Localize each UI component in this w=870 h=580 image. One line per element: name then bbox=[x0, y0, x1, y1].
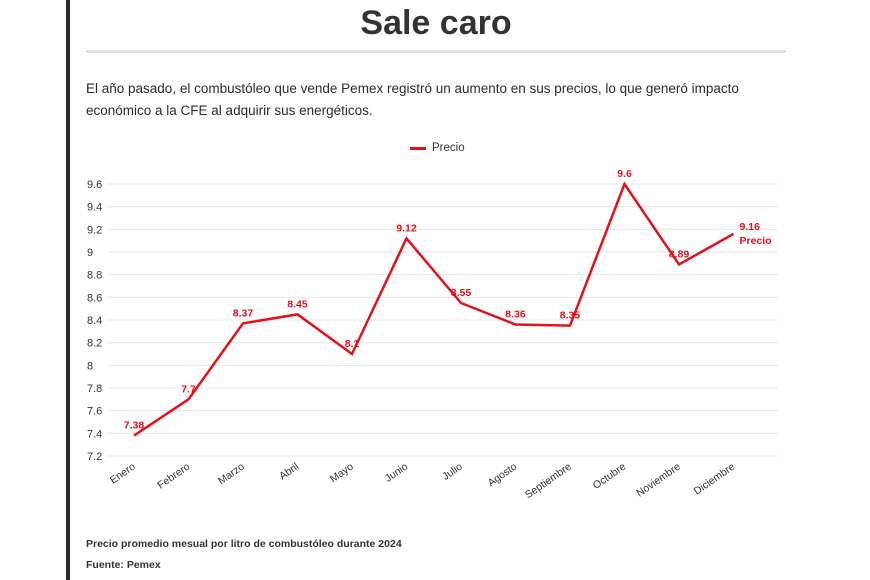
chart-source: Fuente: Pemex bbox=[86, 559, 161, 571]
data-label: 8.35 bbox=[560, 310, 581, 322]
x-tick-label: Diciembre bbox=[692, 461, 738, 498]
series-end-label: Precio bbox=[740, 235, 772, 247]
line-chart: 7.27.47.67.888.28.48.68.899.29.49.6 Ener… bbox=[87, 168, 778, 502]
chart-legend[interactable]: Precio bbox=[410, 142, 465, 154]
y-tick-label: 7.4 bbox=[87, 428, 102, 440]
intro-text: El año pasado, el combustóleo que vende … bbox=[86, 81, 739, 118]
x-tick-label: Abril bbox=[277, 461, 301, 483]
x-tick-label: Marzo bbox=[216, 461, 247, 488]
grid-lines bbox=[108, 183, 778, 457]
data-label: 8.55 bbox=[451, 287, 472, 299]
series-line bbox=[133, 181, 735, 437]
y-tick-label: 7.8 bbox=[87, 383, 102, 395]
data-label: 7.7 bbox=[181, 383, 196, 395]
y-tick-label: 7.6 bbox=[87, 406, 102, 418]
x-axis: Enero Febrero Marzo Abril Mayo Junio Julio Agos… bbox=[108, 461, 737, 502]
y-tick-label: 9.2 bbox=[87, 224, 102, 236]
y-tick-label: 8 bbox=[87, 360, 93, 372]
y-tick-label: 9 bbox=[87, 247, 93, 259]
x-tick-label: Julio bbox=[440, 461, 465, 483]
x-tick-label: Febrero bbox=[155, 461, 192, 492]
y-tick-label: 7.2 bbox=[87, 451, 102, 463]
page-title: Sale caro bbox=[360, 4, 512, 42]
data-label: 8.45 bbox=[287, 298, 308, 310]
data-label: 8.1 bbox=[345, 338, 360, 350]
y-tick-label: 9.6 bbox=[87, 179, 102, 191]
y-tick-label: 9.4 bbox=[87, 202, 102, 214]
legend-label: Precio bbox=[432, 142, 465, 154]
data-label: 9.12 bbox=[396, 222, 417, 234]
series-precio bbox=[133, 181, 735, 437]
legend-swatch bbox=[410, 146, 426, 150]
left-border bbox=[66, 0, 70, 580]
y-tick-label: 8.8 bbox=[87, 270, 102, 282]
y-tick-label: 8.4 bbox=[87, 315, 102, 327]
x-tick-label: Junio bbox=[383, 461, 411, 485]
chart-caption: Precio promedio mesual por litro de comb… bbox=[86, 538, 402, 550]
data-labels: 7.38 7.7 8.37 8.45 8.1 9.12 8.55 8.36 8.35 9.6 8.8… bbox=[124, 168, 772, 432]
x-tick-label: Mayo bbox=[328, 461, 356, 486]
y-axis: 7.2 7.4 7.6 7.8 8 8.2 8.4 8.6 8.8 9 9.2 9.4 9.6 bbox=[87, 179, 102, 463]
x-tick-label: Agosto bbox=[486, 461, 520, 490]
x-tick-label: Septiembre bbox=[523, 461, 574, 502]
data-label: 8.36 bbox=[505, 309, 526, 321]
data-label: 8.89 bbox=[669, 248, 690, 260]
x-tick-label: Octubre bbox=[591, 461, 629, 492]
data-label: 9.6 bbox=[617, 168, 632, 180]
y-tick-label: 8.6 bbox=[87, 292, 102, 304]
y-tick-label: 8.2 bbox=[87, 338, 102, 350]
data-label: 9.16 bbox=[740, 221, 761, 233]
x-tick-label: Enero bbox=[108, 461, 138, 487]
x-tick-label: Noviembre bbox=[634, 461, 683, 500]
data-label: 8.37 bbox=[233, 307, 254, 319]
data-label: 7.38 bbox=[124, 420, 145, 432]
title-divider bbox=[86, 50, 786, 53]
